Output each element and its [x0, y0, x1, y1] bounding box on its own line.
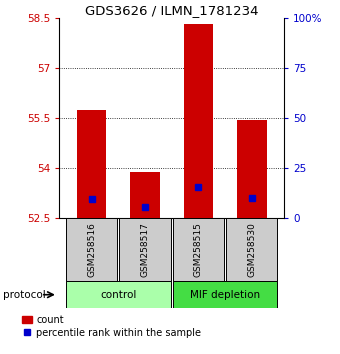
Text: MIF depletion: MIF depletion — [190, 290, 260, 300]
Bar — [173, 218, 224, 281]
Bar — [237, 120, 267, 218]
Title: GDS3626 / ILMN_1781234: GDS3626 / ILMN_1781234 — [85, 4, 258, 17]
Text: GSM258517: GSM258517 — [140, 222, 150, 277]
Text: GSM258515: GSM258515 — [194, 222, 203, 277]
Bar — [173, 281, 277, 308]
Text: protocol: protocol — [3, 290, 46, 300]
Bar — [130, 172, 160, 218]
Bar — [184, 24, 213, 218]
Text: control: control — [100, 290, 136, 300]
Text: GSM258516: GSM258516 — [87, 222, 96, 277]
Bar — [226, 218, 277, 281]
Bar — [66, 218, 117, 281]
Text: GSM258530: GSM258530 — [247, 222, 256, 277]
Legend: count, percentile rank within the sample: count, percentile rank within the sample — [22, 315, 201, 338]
Bar — [119, 218, 171, 281]
Bar — [66, 281, 171, 308]
Bar — [77, 110, 106, 218]
